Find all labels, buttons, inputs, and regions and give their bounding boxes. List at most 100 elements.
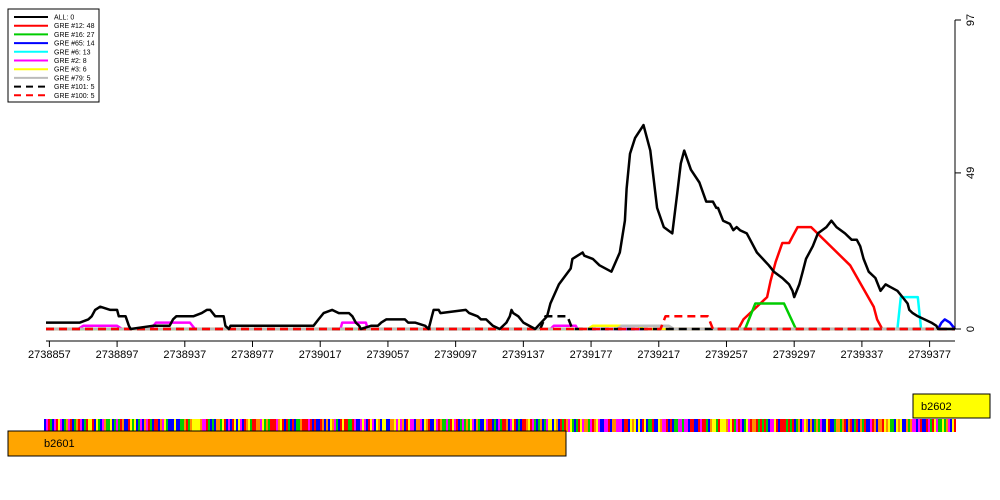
sequence-base bbox=[854, 419, 856, 432]
sequence-base bbox=[162, 419, 164, 432]
sequence-base bbox=[516, 419, 518, 432]
sequence-base bbox=[440, 419, 442, 432]
sequence-base bbox=[660, 419, 662, 432]
sequence-base bbox=[886, 419, 888, 432]
sequence-base bbox=[338, 419, 340, 432]
sequence-base bbox=[720, 419, 722, 432]
sequence-base bbox=[114, 419, 116, 432]
sequence-base bbox=[690, 419, 692, 432]
sequence-base bbox=[650, 419, 652, 432]
sequence-base bbox=[300, 419, 302, 432]
sequence-base bbox=[752, 419, 754, 432]
gene-label-b2601: b2601 bbox=[44, 438, 75, 450]
sequence-base bbox=[672, 419, 674, 432]
sequence-base bbox=[920, 419, 922, 432]
sequence-base bbox=[654, 419, 656, 432]
sequence-base bbox=[428, 419, 430, 432]
sequence-base bbox=[686, 419, 688, 432]
sequence-base bbox=[116, 419, 118, 432]
sequence-base bbox=[252, 419, 254, 432]
sequence-base bbox=[600, 419, 602, 432]
sequence-base bbox=[784, 419, 786, 432]
sequence-base bbox=[392, 419, 394, 432]
sequence-base bbox=[518, 419, 520, 432]
sequence-base bbox=[792, 419, 794, 432]
sequence-base bbox=[230, 419, 232, 432]
sequence-base bbox=[552, 419, 554, 432]
sequence-base bbox=[168, 419, 170, 432]
sequence-base bbox=[414, 419, 416, 432]
sequence-base bbox=[100, 419, 102, 432]
sequence-base bbox=[88, 419, 90, 432]
sequence-base bbox=[656, 419, 658, 432]
sequence-base bbox=[504, 419, 506, 432]
sequence-base bbox=[896, 419, 898, 432]
sequence-base bbox=[138, 419, 140, 432]
sequence-base bbox=[478, 419, 480, 432]
sequence-base bbox=[152, 419, 154, 432]
sequence-base bbox=[636, 419, 638, 432]
sequence-base bbox=[862, 419, 864, 432]
sequence-base bbox=[644, 419, 646, 432]
sequence-base bbox=[698, 419, 700, 432]
sequence-base bbox=[350, 419, 352, 432]
sequence-base bbox=[540, 419, 542, 432]
sequence-base bbox=[180, 419, 182, 432]
sequence-base bbox=[756, 419, 758, 432]
sequence-base bbox=[568, 419, 570, 432]
sequence-base bbox=[232, 419, 234, 432]
sequence-base bbox=[848, 419, 850, 432]
sequence-base bbox=[496, 419, 498, 432]
sequence-base bbox=[710, 419, 712, 432]
gene-box-b2601 bbox=[7, 430, 567, 457]
sequence-base bbox=[576, 419, 578, 432]
sequence-base bbox=[916, 419, 918, 432]
sequence-base bbox=[78, 419, 80, 432]
x-tick-label: 2739337 bbox=[840, 349, 883, 361]
sequence-base bbox=[642, 419, 644, 432]
x-tick-label: 2739257 bbox=[705, 349, 748, 361]
sequence-base bbox=[640, 419, 642, 432]
sequence-base bbox=[820, 419, 822, 432]
y-tick-label: 97 bbox=[965, 14, 977, 26]
sequence-base bbox=[806, 419, 808, 432]
sequence-base bbox=[782, 419, 784, 432]
sequence-base bbox=[46, 419, 48, 432]
sequence-base bbox=[624, 419, 626, 432]
sequence-base bbox=[170, 419, 172, 432]
sequence-base bbox=[56, 419, 58, 432]
sequence-base bbox=[532, 419, 534, 432]
sequence-base bbox=[872, 419, 874, 432]
sequence-base bbox=[626, 419, 628, 432]
sequence-base bbox=[580, 419, 582, 432]
sequence-base bbox=[212, 419, 214, 432]
sequence-base bbox=[786, 419, 788, 432]
sequence-base bbox=[336, 419, 338, 432]
sequence-base bbox=[586, 419, 588, 432]
sequence-base bbox=[324, 419, 326, 432]
sequence-base bbox=[164, 419, 166, 432]
sequence-base bbox=[186, 419, 188, 432]
x-tick-label: 2738937 bbox=[163, 349, 206, 361]
sequence-base bbox=[456, 419, 458, 432]
sequence-base bbox=[296, 419, 298, 432]
sequence-base bbox=[928, 419, 930, 432]
sequence-base bbox=[54, 419, 56, 432]
sequence-base bbox=[272, 419, 274, 432]
sequence-base bbox=[58, 419, 60, 432]
sequence-base bbox=[462, 419, 464, 432]
sequence-base bbox=[934, 419, 936, 432]
sequence-base bbox=[696, 419, 698, 432]
sequence-base bbox=[306, 419, 308, 432]
sequence-base bbox=[200, 419, 202, 432]
x-tick-label: 2738897 bbox=[96, 349, 139, 361]
sequence-base bbox=[466, 419, 468, 432]
sequence-base bbox=[378, 419, 380, 432]
sequence-base bbox=[176, 419, 178, 432]
sequence-base bbox=[902, 419, 904, 432]
sequence-base bbox=[766, 419, 768, 432]
sequence-base bbox=[360, 419, 362, 432]
sequence-base bbox=[382, 419, 384, 432]
sequence-base bbox=[450, 419, 452, 432]
sequence-base bbox=[850, 419, 852, 432]
